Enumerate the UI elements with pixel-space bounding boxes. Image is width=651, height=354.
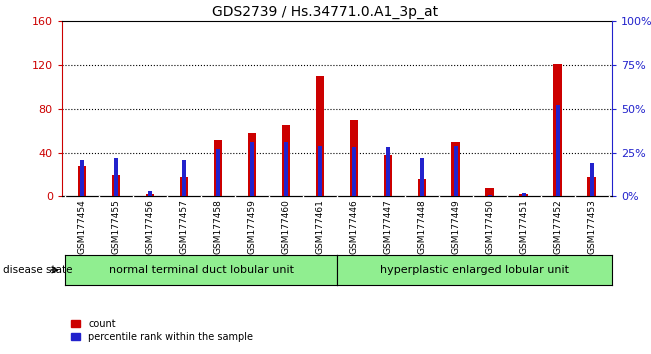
Text: normal terminal duct lobular unit: normal terminal duct lobular unit xyxy=(109,265,294,275)
Bar xyxy=(248,133,256,196)
Bar xyxy=(148,191,152,196)
Bar xyxy=(383,155,392,196)
Bar xyxy=(555,105,560,196)
Bar xyxy=(282,125,290,196)
Bar xyxy=(488,195,492,196)
Bar xyxy=(216,149,220,196)
Bar xyxy=(180,177,188,196)
Text: disease state: disease state xyxy=(3,265,73,275)
Bar xyxy=(182,160,186,196)
Text: GSM177459: GSM177459 xyxy=(247,199,256,254)
Text: GSM177451: GSM177451 xyxy=(519,199,528,254)
Bar xyxy=(420,158,424,196)
Bar xyxy=(318,145,322,196)
Bar xyxy=(250,142,254,196)
Text: GSM177454: GSM177454 xyxy=(77,199,87,254)
Text: GSM177453: GSM177453 xyxy=(587,199,596,254)
Bar xyxy=(452,142,460,196)
Text: hyperplastic enlarged lobular unit: hyperplastic enlarged lobular unit xyxy=(380,265,569,275)
Bar xyxy=(146,194,154,196)
Bar xyxy=(590,163,594,196)
Bar xyxy=(214,139,222,196)
Bar xyxy=(112,175,120,196)
Bar xyxy=(521,193,526,196)
Bar xyxy=(80,160,84,196)
Bar xyxy=(486,188,494,196)
Text: GSM177457: GSM177457 xyxy=(180,199,189,254)
Bar xyxy=(587,177,596,196)
Bar xyxy=(519,194,528,196)
Bar xyxy=(284,142,288,196)
Legend: count, percentile rank within the sample: count, percentile rank within the sample xyxy=(66,315,257,346)
Text: GSM177461: GSM177461 xyxy=(316,199,324,254)
Text: GDS2739 / Hs.34771.0.A1_3p_at: GDS2739 / Hs.34771.0.A1_3p_at xyxy=(212,5,439,19)
Bar xyxy=(350,120,358,196)
Text: GSM177456: GSM177456 xyxy=(146,199,155,254)
Text: GSM177452: GSM177452 xyxy=(553,199,562,254)
Bar xyxy=(78,166,87,196)
Bar xyxy=(454,145,458,196)
Text: GSM177458: GSM177458 xyxy=(214,199,223,254)
Bar xyxy=(417,179,426,196)
Bar xyxy=(553,64,562,196)
Bar xyxy=(316,76,324,196)
Text: GSM177450: GSM177450 xyxy=(485,199,494,254)
Text: GSM177446: GSM177446 xyxy=(350,199,358,254)
Bar xyxy=(352,147,356,196)
Text: GSM177460: GSM177460 xyxy=(281,199,290,254)
Bar xyxy=(386,147,390,196)
Text: GSM177455: GSM177455 xyxy=(112,199,120,254)
Text: GSM177449: GSM177449 xyxy=(451,199,460,254)
Text: GSM177448: GSM177448 xyxy=(417,199,426,254)
Bar xyxy=(114,158,118,196)
Text: GSM177447: GSM177447 xyxy=(383,199,393,254)
